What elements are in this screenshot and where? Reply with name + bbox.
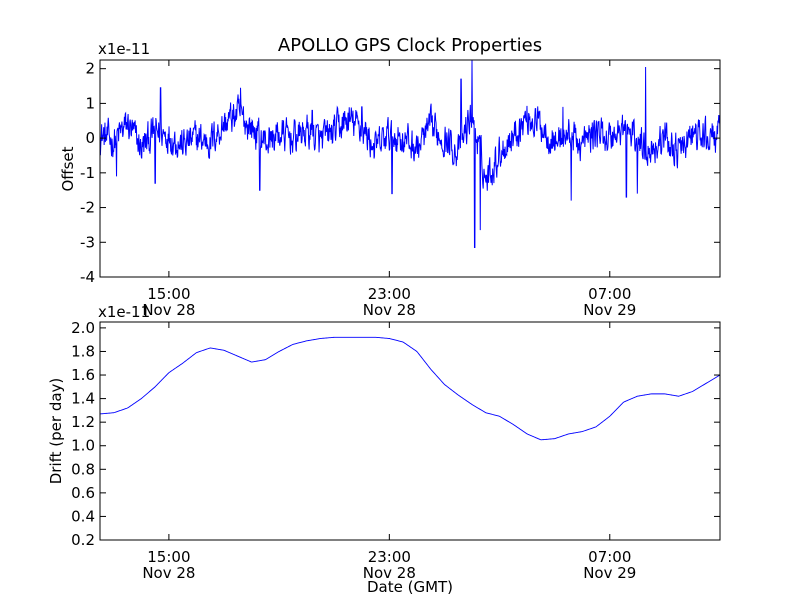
- top-series-offset: [100, 60, 720, 248]
- top-y-tick-label: -2: [80, 199, 95, 217]
- bottom-y-multiplier: x1e-11: [98, 303, 150, 321]
- bottom-y-tick-label: 1.6: [71, 366, 95, 384]
- top-y-tick-label: 1: [85, 94, 95, 112]
- bottom-y-tick-label: 0.8: [71, 460, 95, 478]
- bottom-y-tick-label: 1.0: [71, 437, 95, 455]
- bottom-x-tick-date: Nov 29: [583, 564, 636, 582]
- bottom-x-tick-time: 23:00: [368, 548, 411, 566]
- top-x-tick-time: 23:00: [368, 285, 411, 303]
- top-y-tick-label: 2: [85, 60, 95, 78]
- top-x-tick-time: 07:00: [588, 285, 631, 303]
- top-y-axis-label: Offset: [59, 146, 77, 191]
- bottom-y-tick-label: 0.6: [71, 484, 95, 502]
- top-y-tick-label: -4: [80, 268, 95, 286]
- top-x-tick-time: 15:00: [147, 285, 190, 303]
- bottom-y-tick-label: 2.0: [71, 319, 95, 337]
- bottom-x-tick-date: Nov 28: [142, 564, 195, 582]
- bottom-y-tick-label: 0.2: [71, 531, 95, 549]
- bottom-x-tick-time: 07:00: [588, 548, 631, 566]
- top-x-tick-date: Nov 29: [583, 301, 636, 319]
- bottom-y-tick-label: 1.4: [71, 390, 95, 408]
- top-y-tick-label: -3: [80, 233, 95, 251]
- top-plot-frame: [99, 59, 721, 278]
- top-y-tick-label: -1: [80, 164, 95, 182]
- top-x-tick-date: Nov 28: [363, 301, 416, 319]
- top-x-tick-date: Nov 28: [142, 301, 195, 319]
- bottom-x-tick-time: 15:00: [147, 548, 190, 566]
- bottom-series-drift: [100, 336, 720, 441]
- bottom-y-axis-label: Drift (per day): [47, 378, 65, 485]
- chart-title: APOLLO GPS Clock Properties: [278, 35, 542, 56]
- bottom-plot-frame: [99, 321, 721, 541]
- bottom-y-tick-label: 0.4: [71, 507, 95, 525]
- bottom-x-tick-date: Nov 28: [363, 564, 416, 582]
- bottom-y-tick-label: 1.8: [71, 342, 95, 360]
- bottom-y-tick-label: 1.2: [71, 413, 95, 431]
- top-y-multiplier: x1e-11: [98, 40, 150, 58]
- bottom-x-axis-label: Date (GMT): [367, 578, 453, 596]
- top-y-tick-label: 0: [85, 129, 95, 147]
